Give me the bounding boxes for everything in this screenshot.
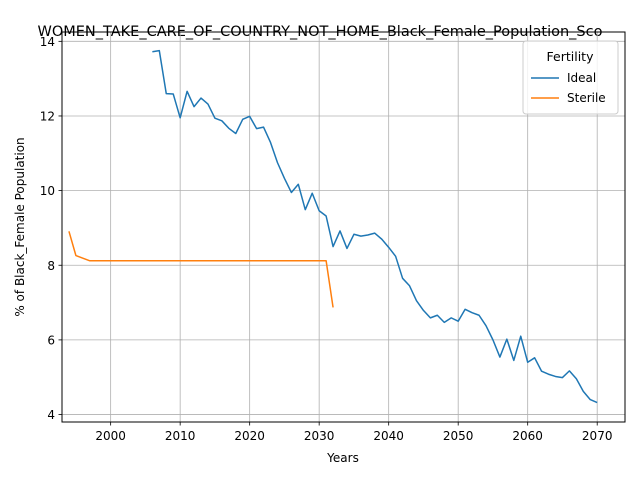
x-tick-label: 2060 xyxy=(512,429,543,443)
legend-label-sterile: Sterile xyxy=(567,91,606,105)
y-tick-label: 10 xyxy=(40,184,55,198)
y-tick-label: 4 xyxy=(47,408,55,422)
legend-title: Fertility xyxy=(547,49,595,64)
x-tick-label: 2000 xyxy=(95,429,126,443)
x-tick-label: 2030 xyxy=(304,429,335,443)
legend: Fertility Ideal Sterile xyxy=(522,40,619,115)
x-tick-label: 2050 xyxy=(443,429,474,443)
x-axis-label: Years xyxy=(326,451,359,465)
plot-frame xyxy=(61,31,626,423)
legend-box xyxy=(522,40,619,115)
x-tick-label: 2040 xyxy=(373,429,404,443)
x-tick-label: 2070 xyxy=(582,429,613,443)
x-tick-label: 2010 xyxy=(165,429,196,443)
x-axis-ticks: 2000 2010 2020 2030 2040 2050 2060 2070 xyxy=(95,422,612,443)
x-tick-label: 2020 xyxy=(234,429,265,443)
y-tick-label: 8 xyxy=(47,259,55,273)
y-axis-ticks: 4 6 8 10 12 14 xyxy=(40,35,62,422)
grid-lines xyxy=(62,32,625,422)
series-line-sterile xyxy=(68,231,334,308)
y-tick-label: 6 xyxy=(47,333,55,347)
y-axis-label: % of Black_Female Population xyxy=(13,137,27,316)
series-line-ideal xyxy=(152,49,598,404)
legend-label-ideal: Ideal xyxy=(567,71,596,85)
series-lines xyxy=(68,49,598,404)
y-tick-label: 12 xyxy=(40,109,55,123)
y-tick-label: 14 xyxy=(40,35,55,49)
